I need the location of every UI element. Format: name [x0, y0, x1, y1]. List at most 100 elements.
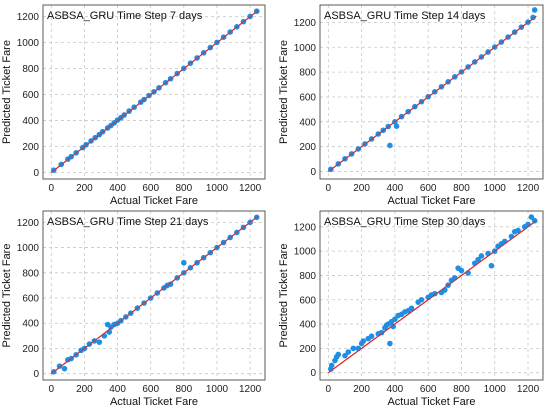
x-tick-label: 800	[175, 384, 192, 395]
data-point	[488, 262, 495, 269]
x-tick-label: 600	[142, 183, 159, 194]
data-point	[335, 351, 342, 358]
y-tick-label: 400	[22, 319, 39, 330]
y-axis-label: Predicted Ticket Fare	[1, 244, 13, 348]
chart-panel-4: 0 200 400 600 800 1000 1200 0 200 400 600 800 1000 12…	[278, 210, 544, 408]
y-tick-label: 200	[22, 344, 39, 355]
data-point	[392, 316, 398, 323]
plot-frame	[319, 4, 544, 180]
x-tick-label: 1200	[239, 183, 262, 194]
y-axis-label: Predicted Ticket Fare	[1, 40, 13, 144]
x-tick-label: 0	[326, 183, 332, 194]
x-tick-label: 0	[49, 183, 55, 194]
data-point	[515, 227, 521, 234]
data-point	[387, 340, 393, 347]
data-point	[181, 259, 187, 266]
y-tick-label: 1200	[294, 222, 317, 233]
data-point	[475, 256, 481, 263]
y-tick-label: 0	[310, 167, 316, 178]
y-tick-label: 1200	[294, 18, 317, 29]
x-tick-label: 200	[353, 183, 370, 194]
x-tick-label: 400	[387, 183, 404, 194]
y-tick-label: 1000	[294, 247, 317, 258]
x-tick-label: 1000	[484, 384, 507, 395]
data-point	[350, 345, 357, 352]
y-tick-label: 800	[299, 271, 316, 282]
reference-line-overlay	[327, 15, 537, 172]
reference-line-overlay	[50, 9, 259, 173]
data-point	[458, 267, 465, 274]
x-tick-label: 1000	[206, 384, 229, 395]
y-tick-label: 200	[22, 142, 39, 153]
data-point	[531, 217, 538, 224]
chart-panel-2: 0 200 400 600 800 1000 1200 0 200 400 600 800 1000 12…	[278, 4, 544, 207]
x-axis-label: Actual Ticket Fare	[387, 396, 475, 408]
y-tick-label: 1200	[17, 218, 40, 229]
y-tick-label: 800	[22, 268, 39, 279]
data-point	[408, 305, 415, 312]
x-tick-label: 600	[420, 183, 437, 194]
data-point	[368, 333, 375, 340]
x-tick-label: 400	[387, 384, 404, 395]
data-point	[418, 296, 425, 303]
plot-frame	[42, 210, 266, 381]
y-tick-label: 400	[22, 116, 39, 127]
x-tick-label: 600	[142, 384, 159, 395]
chart-title: ASBSA_GRU Time Step 30 days	[324, 216, 486, 228]
data-point	[61, 365, 68, 372]
chart-title: ASBSA_GRU Time Step 21 days	[47, 216, 209, 228]
plot-frame	[319, 210, 544, 381]
y-tick-label: 600	[299, 295, 316, 306]
data-point	[432, 290, 438, 297]
plot-frame	[42, 4, 266, 180]
data-point	[56, 363, 63, 369]
y-axis-label: Predicted Ticket Fare	[278, 40, 290, 144]
x-tick-label: 1000	[484, 183, 507, 194]
y-tick-label: 0	[33, 168, 39, 179]
x-tick-label: 0	[49, 384, 55, 395]
reference-line-overlay	[50, 215, 259, 375]
x-tick-label: 200	[76, 183, 93, 194]
x-tick-label: 1000	[206, 183, 229, 194]
y-tick-label: 600	[22, 90, 39, 101]
data-point	[96, 339, 103, 345]
y-tick-label: 600	[299, 92, 316, 103]
x-tick-label: 400	[109, 183, 126, 194]
y-tick-label: 1200	[17, 12, 40, 23]
chart-title: ASBSA_GRU Time Step 14 days	[324, 10, 486, 22]
x-axis-label: Actual Ticket Fare	[387, 195, 475, 207]
y-tick-label: 0	[33, 369, 39, 380]
chart-panel-3: 0 200 400 600 800 1000 1200 0 200 400 600 800 1000 12…	[1, 210, 266, 408]
y-tick-label: 200	[299, 142, 316, 153]
y-tick-label: 400	[299, 320, 316, 331]
x-tick-label: 800	[453, 183, 470, 194]
y-axis-label: Predicted Ticket Fare	[278, 244, 290, 348]
x-tick-label: 1200	[517, 384, 540, 395]
x-tick-label: 1200	[517, 183, 540, 194]
x-tick-label: 400	[109, 384, 126, 395]
chart-panel-1: 0 200 400 600 800 1000 1200 0 200 400 600 800 1000 12…	[1, 4, 266, 207]
x-tick-label: 1200	[239, 384, 262, 395]
y-tick-label: 600	[22, 294, 39, 305]
data-point	[378, 329, 385, 336]
data-point	[342, 352, 348, 359]
y-tick-label: 400	[299, 117, 316, 128]
data-point	[328, 362, 335, 369]
y-tick-label: 1000	[17, 243, 40, 254]
x-axis-label: Actual Ticket Fare	[110, 396, 198, 408]
y-tick-label: 200	[299, 344, 316, 355]
y-tick-label: 800	[22, 64, 39, 75]
y-tick-label: 1000	[17, 38, 40, 49]
data-point	[390, 323, 397, 330]
data-point	[360, 338, 367, 344]
data-point	[531, 7, 538, 13]
y-tick-label: 0	[310, 368, 316, 379]
data-point	[345, 349, 352, 355]
x-axis-label: Actual Ticket Fare	[110, 195, 198, 207]
x-tick-label: 600	[420, 384, 437, 395]
x-tick-label: 0	[326, 384, 332, 395]
x-tick-label: 200	[353, 384, 370, 395]
data-point	[530, 14, 536, 21]
y-tick-label: 800	[299, 68, 316, 79]
